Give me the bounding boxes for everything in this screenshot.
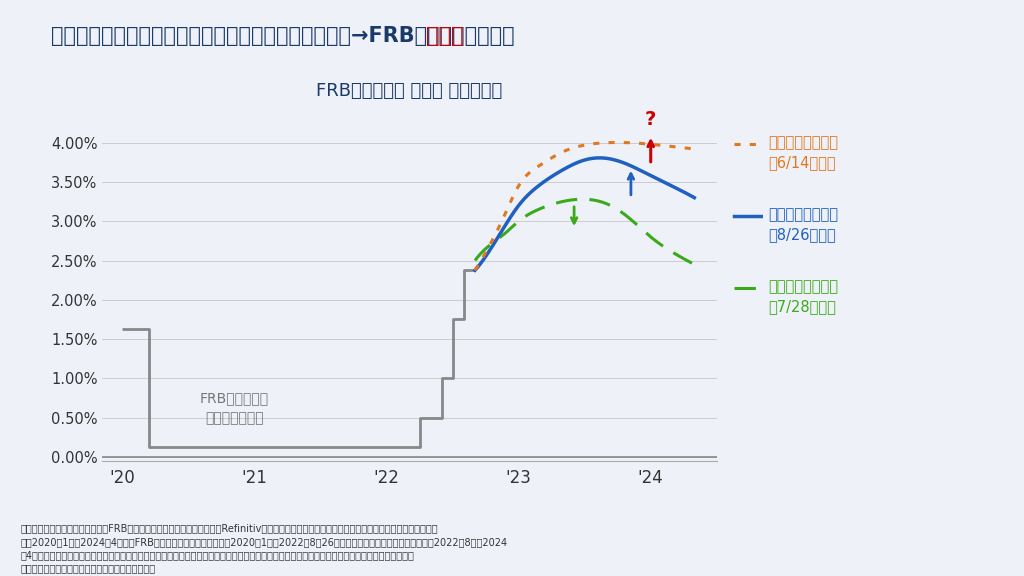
Text: 金融市場の見通し: 金融市場の見通し xyxy=(768,135,838,150)
Text: 利上げの見通しは戻ってきたが、さらに上向くか？（→FRBは逆ザヤが心配）: 利上げの見通しは戻ってきたが、さらに上向くか？（→FRBは逆ザヤが心配） xyxy=(51,26,515,46)
Text: 金融市場の見通し: 金融市場の見通し xyxy=(768,279,838,294)
Text: 金融市場の見通し: 金融市場の見通し xyxy=(768,207,838,222)
Text: 上向く: 上向く xyxy=(426,26,464,46)
Text: （7/28時点）: （7/28時点） xyxy=(768,300,836,314)
Title: FRBの政策金利 および その見通し: FRBの政策金利 および その見通し xyxy=(316,82,503,100)
Text: （6/14時点）: （6/14時点） xyxy=(768,156,836,170)
Text: FRBの政策金利
（誘導中央値）: FRBの政策金利 （誘導中央値） xyxy=(200,391,269,426)
Text: （8/26時点）: （8/26時点） xyxy=(768,228,836,242)
Text: （出所）米連邦準備制度理事会（FRB）、シカゴマーカンタイル取引所、Refinitiv、フィデリティ・インスティテュート。（注）データの表示対象期
間：2020: （出所）米連邦準備制度理事会（FRB）、シカゴマーカンタイル取引所、Refini… xyxy=(20,524,508,573)
Text: ?: ? xyxy=(645,109,656,128)
